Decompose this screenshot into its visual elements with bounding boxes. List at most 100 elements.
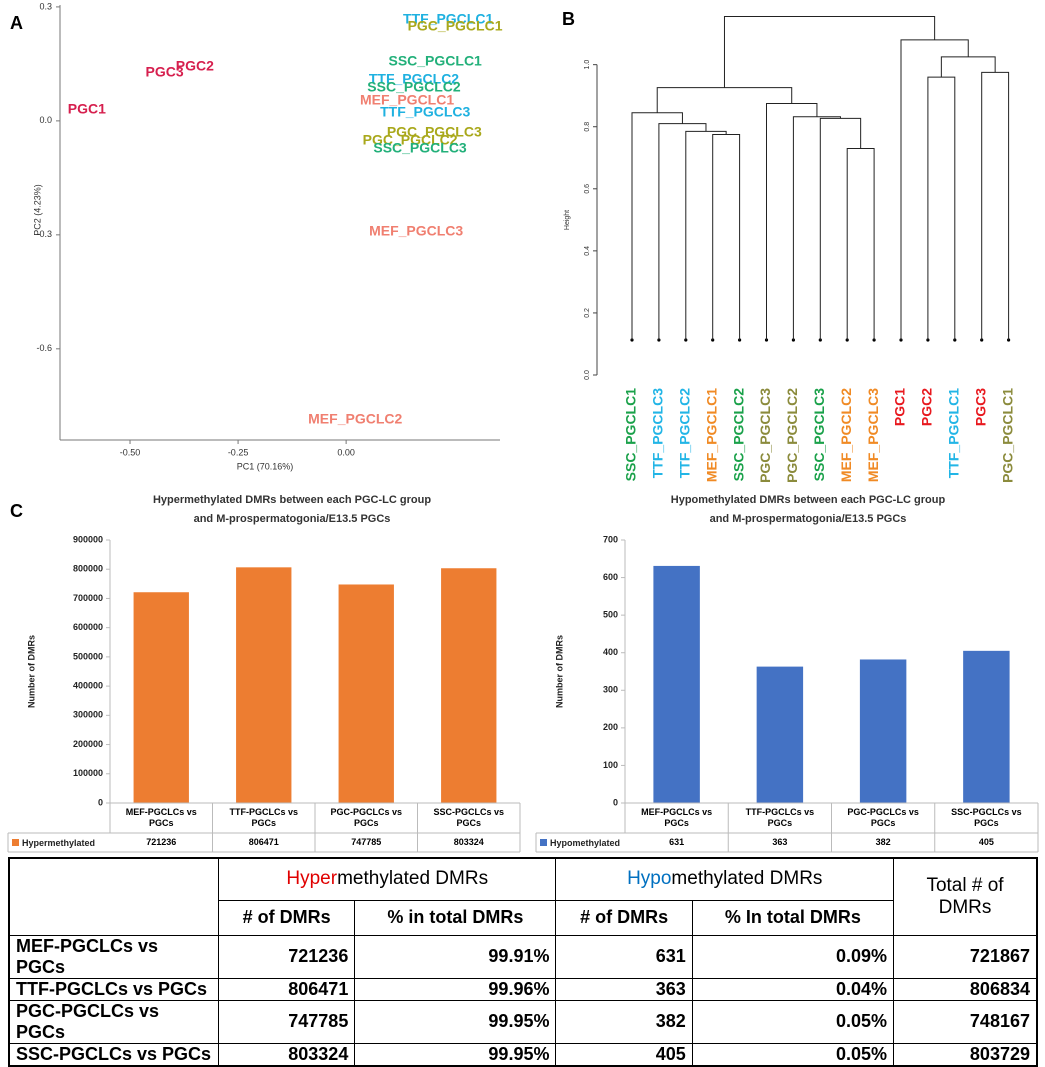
y-tick-label: 0.3: [39, 1, 52, 11]
table-row: PGC-PGCLCs vs PGCs 747785 99.95% 382 0.05% 74…: [8, 999, 1038, 1044]
y-tick-label: 700000: [73, 593, 103, 603]
leaf-label: SSC_PGCLC1: [623, 388, 639, 482]
panel-label: B: [562, 9, 575, 29]
y-axis-label: Height: [564, 210, 571, 230]
data-table-value: 382: [875, 837, 891, 847]
table-value: 747785: [217, 999, 356, 1044]
dendrogram-link: [927, 76, 956, 340]
category-label: TTF-PGCLCs vs PGCs: [229, 807, 298, 828]
bar: [963, 650, 1010, 803]
header-cell: Total # of DMRs: [893, 857, 1038, 936]
corner-cell: [8, 857, 219, 936]
header-part: methylated DMRs: [671, 868, 823, 890]
leaf-label: PGC_PGCLC1: [999, 388, 1015, 483]
bar: [236, 567, 292, 803]
dendrogram-link: [685, 130, 727, 340]
panel-label: A: [10, 13, 23, 33]
point-label: PGC_PGCLC1: [408, 18, 503, 34]
y-axis-label: Number of DMRs: [554, 635, 564, 708]
table-value: 0.05%: [691, 1042, 895, 1066]
table-value: 806834: [893, 977, 1038, 1001]
leaf-label: PGC2: [919, 388, 935, 426]
subheader-cell: % In total DMRs: [691, 899, 895, 936]
category-label: MEF-PGCLCs vs PGCs: [641, 807, 713, 828]
data-table-value: 363: [772, 837, 788, 847]
legend-label: Hypermethylated: [22, 838, 95, 848]
y-tick-label: 0.0: [39, 115, 52, 125]
category-label: MEF-PGCLCs vs PGCs: [125, 807, 197, 828]
point-label: PGC2: [176, 58, 214, 74]
y-tick-label: 800000: [73, 564, 103, 574]
leaf-label: PGC_PGCLC2: [784, 388, 800, 483]
dendrogram-link: [658, 123, 707, 340]
point-label: MEF_PGCLC2: [308, 411, 402, 427]
table-value: 806471: [217, 977, 356, 1001]
leaf-label: MEF_PGCLC2: [838, 388, 854, 482]
y-tick-label: -0.6: [36, 343, 52, 353]
y-tick-label: 300000: [73, 710, 103, 720]
category-label: PGC-PGCLCs vs PGCs: [330, 807, 403, 828]
chart-title: Hypomethylated DMRs between each PGC-LC …: [671, 494, 946, 506]
chart-title: and M-prospermatogonia/E13.5 PGCs: [194, 513, 391, 525]
y-tick-label: 0: [98, 797, 103, 807]
row-label: SSC-PGCLCs vs PGCs: [8, 1042, 219, 1066]
table-row: TTF-PGCLCs vs PGCs 806471 99.96% 363 0.04% 80…: [8, 977, 1038, 1001]
row-label: TTF-PGCLCs vs PGCs: [8, 977, 219, 1001]
table-value: 99.96%: [354, 977, 557, 1001]
data-table-value: 803324: [453, 837, 484, 847]
subheader-cell: # of DMRs: [555, 899, 693, 936]
table-value: 803324: [217, 1042, 356, 1066]
y-tick-label: 200: [603, 722, 618, 732]
y-tick-label: 900000: [73, 534, 103, 544]
y-tick-label: 0.2: [584, 308, 591, 318]
point-label: SSC_PGCLC1: [388, 53, 482, 69]
category-label: SSC-PGCLCs vs PGCs: [433, 807, 505, 828]
point-label: PGC1: [68, 101, 106, 117]
header-part: Hyper: [286, 868, 338, 890]
leaf-label: MEF_PGCLC3: [865, 388, 881, 482]
leaf-label: TTF_PGCLC3: [650, 388, 666, 478]
y-tick-label: 0: [613, 797, 618, 807]
subheader-cell: # of DMRs: [217, 899, 356, 936]
leaf-label: TTF_PGCLC2: [677, 388, 693, 478]
point-label: TTF_PGCLC1: [403, 11, 493, 27]
panel-label: C: [10, 501, 23, 521]
table-value: 748167: [893, 999, 1038, 1044]
x-tick-label: -0.25: [228, 447, 249, 457]
data-table-value: 721236: [146, 837, 177, 847]
table-value: 382: [555, 999, 693, 1044]
y-tick-label: 700: [603, 534, 618, 544]
dendrogram-link: [766, 102, 818, 340]
dendrogram-link: [940, 56, 996, 78]
x-tick-label: -0.50: [120, 447, 141, 457]
dendrogram-link: [792, 116, 841, 340]
legend-swatch: [540, 839, 547, 846]
row-label: PGC-PGCLCs vs PGCs: [8, 999, 219, 1044]
header-cell: Hypermethylated DMRs: [217, 857, 557, 901]
bar: [441, 568, 497, 803]
table-value: 803729: [893, 1042, 1038, 1066]
dendrogram-link: [981, 71, 1010, 340]
table-value: 0.09%: [691, 934, 895, 979]
y-tick-label: 100: [603, 760, 618, 770]
table-value: 99.91%: [354, 934, 557, 979]
header-part: methylated DMRs: [337, 868, 489, 890]
category-label: SSC-PGCLCs vs PGCs: [951, 807, 1022, 828]
data-table-value: 405: [978, 837, 994, 847]
point-label: TTF_PGCLC2: [369, 71, 459, 87]
header-part: Hypo: [627, 868, 672, 890]
y-tick-label: 0.6: [584, 184, 591, 194]
header-cell: Hypomethylated DMRs: [555, 857, 894, 901]
y-tick-label: -0.3: [36, 229, 52, 239]
y-tick-label: 200000: [73, 739, 103, 749]
leaf-label: SSC_PGCLC3: [811, 388, 827, 482]
table-value: 721867: [893, 934, 1038, 979]
y-tick-label: 400000: [73, 680, 103, 690]
chart-title: Hypermethylated DMRs between each PGC-LC…: [153, 494, 431, 506]
table-value: 363: [555, 977, 693, 1001]
chart-title: and M-prospermatogonia/E13.5 PGCs: [710, 513, 907, 525]
summary-table: Hypermethylated DMRs Hypomethylated DMRs…: [8, 857, 1038, 1067]
point-label: PGC_PGCLC3: [387, 124, 482, 140]
